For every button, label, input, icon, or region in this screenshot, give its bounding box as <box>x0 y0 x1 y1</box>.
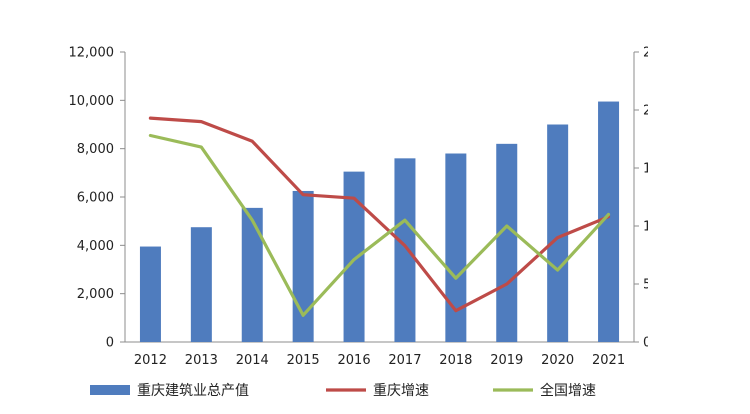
x-tick-label: 2019 <box>490 353 523 368</box>
x-axis-ticks: 2012 2013 2014 2015 2016 2017 2018 2019 2020 2021 <box>134 353 625 368</box>
x-tick-label: 2013 <box>185 353 218 368</box>
right-tick-label: 0.0 <box>643 336 664 351</box>
left-tick-label: 8,000 <box>77 142 114 157</box>
x-tick-label: 2020 <box>541 353 574 368</box>
x-tick-label: 2015 <box>287 353 320 368</box>
x-tick-label: 2014 <box>236 353 269 368</box>
left-tick-label: 0 <box>106 336 114 351</box>
right-tick-label: 25.0 <box>643 46 672 61</box>
left-tick-label: 2,000 <box>77 287 114 302</box>
right-tick-label: 10.0 <box>643 220 672 235</box>
left-tick-label: 12,000 <box>69 46 115 61</box>
left-tick-label: 6,000 <box>77 191 114 206</box>
bar <box>190 227 212 342</box>
bar <box>496 143 518 342</box>
bar <box>343 171 365 342</box>
x-tick-label: 2016 <box>338 353 371 368</box>
bar <box>445 153 467 342</box>
right-tick-label: 5.0 <box>643 278 664 293</box>
x-tick-label: 2018 <box>439 353 472 368</box>
bar-series <box>139 101 620 343</box>
x-tick-label: 2012 <box>134 353 167 368</box>
left-tick-label: 10,000 <box>69 94 115 109</box>
legend: 重庆建筑业总产值 重庆增速 全国增速 <box>90 382 596 399</box>
line-series <box>148 116 611 317</box>
bar <box>139 246 161 342</box>
x-tick-label: 2021 <box>592 353 625 368</box>
legend-label: 重庆建筑业总产值 <box>137 383 249 399</box>
legend-swatch <box>90 385 130 395</box>
series-line <box>148 116 611 313</box>
bar <box>547 124 569 342</box>
right-tick-label: 15.0 <box>643 162 672 177</box>
series-line <box>148 133 611 317</box>
bar <box>394 158 416 342</box>
bar <box>241 207 263 342</box>
bar <box>292 190 314 342</box>
left-tick-label: 4,000 <box>77 239 114 254</box>
legend-label: 重庆增速 <box>373 383 429 399</box>
right-axis-ticks: 0.0 5.0 10.0 15.0 20.0 25.0 <box>634 46 672 351</box>
legend-label: 全国增速 <box>540 382 596 399</box>
left-axis-ticks: 0 2,000 4,000 6,000 8,000 10,000 12,000 <box>69 46 125 351</box>
bar <box>598 101 620 343</box>
right-tick-label: 20.0 <box>643 104 672 119</box>
x-tick-label: 2017 <box>388 353 421 368</box>
